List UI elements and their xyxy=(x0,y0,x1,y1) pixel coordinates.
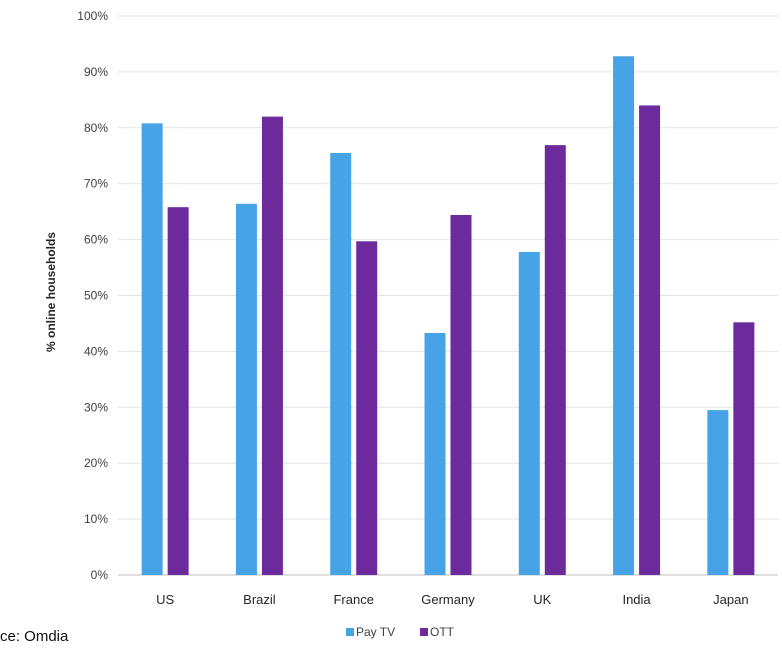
y-tick-label: 70% xyxy=(84,177,108,191)
bar-ott-us xyxy=(167,207,189,576)
bar-pay-tv-uk xyxy=(518,251,540,575)
y-tick-label: 80% xyxy=(84,121,108,135)
bar-ott-uk xyxy=(544,145,566,575)
y-tick-label: 20% xyxy=(84,456,108,470)
bar-pay-tv-france xyxy=(330,152,352,575)
legend: Pay TV OTT xyxy=(346,625,455,639)
x-category-label: US xyxy=(156,592,174,607)
gridlines xyxy=(118,15,778,576)
y-tick-label: 30% xyxy=(84,400,108,414)
x-category-label: Germany xyxy=(421,592,475,607)
bar-pay-tv-germany xyxy=(424,332,446,575)
x-category-label: UK xyxy=(533,592,551,607)
y-tick-label: 60% xyxy=(84,233,108,247)
y-axis-tick-labels: 0% 10% 20% 30% 40% 50% 60% 70% 80% 90% 100% xyxy=(77,9,108,582)
bars xyxy=(141,56,755,576)
x-category-label: France xyxy=(333,592,373,607)
bar-pay-tv-us xyxy=(141,123,163,575)
bar-ott-india xyxy=(639,105,661,575)
x-category-label: Brazil xyxy=(243,592,276,607)
bar-pay-tv-japan xyxy=(707,410,729,575)
x-category-label: India xyxy=(622,592,651,607)
y-tick-label: 40% xyxy=(84,344,108,358)
y-tick-label: 10% xyxy=(84,512,108,526)
bar-ott-brazil xyxy=(261,116,283,576)
bar-ott-japan xyxy=(733,322,755,575)
y-tick-label: 50% xyxy=(84,289,108,303)
y-tick-label: 90% xyxy=(84,65,108,79)
y-tick-label: 0% xyxy=(91,568,109,582)
x-axis-category-labels: US Brazil France Germany UK India Japan xyxy=(156,592,748,607)
bar-ott-germany xyxy=(450,215,472,575)
x-category-label: Japan xyxy=(713,592,748,607)
y-axis-label: % online households xyxy=(44,232,58,352)
bar-ott-france xyxy=(356,241,378,576)
legend-swatch xyxy=(346,628,354,636)
bar-pay-tv-india xyxy=(613,56,635,576)
legend-label: OTT xyxy=(430,625,455,639)
bar-pay-tv-brazil xyxy=(235,203,257,575)
y-tick-label: 100% xyxy=(77,9,108,23)
source-note: ce: Omdia xyxy=(0,628,69,645)
legend-swatch xyxy=(420,628,428,636)
legend-label: Pay TV xyxy=(356,625,395,639)
